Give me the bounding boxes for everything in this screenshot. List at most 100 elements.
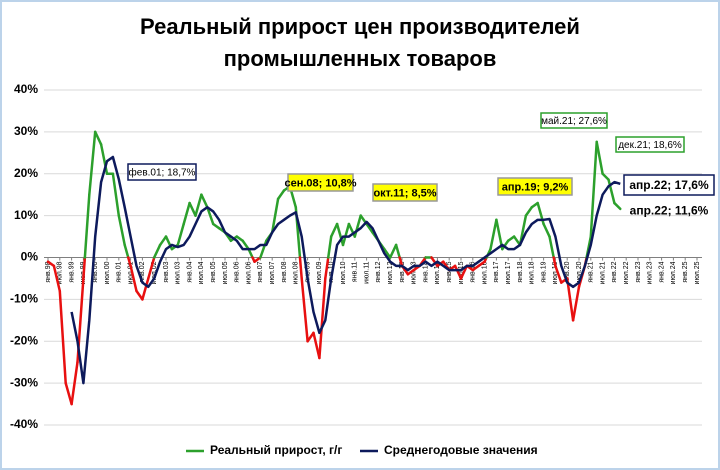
line-segment	[524, 206, 534, 217]
legend-label: Среднегодовые значения	[384, 443, 538, 457]
line-segment	[501, 239, 510, 251]
annotation-box	[540, 112, 608, 129]
x-tick-label: янв.05	[210, 261, 217, 282]
line-segment	[117, 214, 126, 247]
line-segment	[453, 264, 463, 280]
line-segment	[318, 277, 327, 360]
legend-label: Реальный прирост, г/г	[210, 443, 342, 457]
x-tick-label: июл.18	[529, 261, 536, 284]
line-segment	[82, 256, 87, 280]
x-tick-label: июл.03	[175, 261, 182, 284]
line-segment	[126, 256, 132, 268]
annotation: дек.21; 18,6%	[618, 140, 682, 151]
y-tick-label: 10%	[14, 208, 38, 222]
x-tick-label: янв.00	[92, 261, 99, 282]
x-tick-label: янв.20	[564, 261, 571, 282]
line-segment	[123, 243, 130, 259]
x-tick-label: янв.13	[399, 261, 406, 282]
x-tick-label: янв.98	[45, 261, 52, 282]
x-tick-label: янв.21	[588, 261, 595, 282]
x-tick-label: янв.16	[470, 261, 477, 282]
line-segment	[312, 331, 321, 360]
annotation-box	[287, 173, 354, 192]
line-segment	[93, 130, 103, 146]
x-tick-label: янв.14	[422, 261, 429, 282]
chart-title: Реальный прирост цен производителей	[140, 14, 580, 39]
annotation: апр.22; 11,6%	[630, 204, 709, 218]
line-segment	[327, 235, 333, 259]
y-tick-label: -20%	[10, 333, 38, 347]
line-segment	[542, 222, 551, 238]
x-tick-label: янв.99	[68, 261, 75, 282]
x-tick-label: июл.20	[576, 261, 583, 284]
x-tick-label: янв.08	[281, 261, 288, 282]
x-tick-label: янв.17	[493, 261, 500, 282]
line-segment	[70, 360, 79, 406]
annotation-box	[623, 174, 715, 196]
line-segment	[147, 256, 156, 280]
chart-title: промышленных товаров	[224, 46, 497, 71]
line-segment	[158, 235, 168, 247]
x-tick-label: июл.05	[222, 261, 229, 284]
line-segment	[595, 140, 604, 175]
annotation: май.21; 27,6%	[541, 116, 607, 127]
annotation-box	[127, 163, 197, 181]
line-segment	[259, 239, 268, 259]
x-tick-label: июл.00	[104, 261, 111, 284]
y-tick-label: 40%	[14, 82, 38, 96]
line-segment	[200, 193, 209, 209]
line-segment	[141, 277, 150, 301]
annotation: апр.22; 17,6%	[629, 178, 709, 192]
x-tick-label: июл.21	[599, 261, 606, 284]
x-tick-label: июл.16	[481, 261, 488, 284]
line-segment	[571, 285, 581, 322]
x-tick-label: июл.10	[340, 261, 347, 284]
line-segment	[613, 201, 622, 211]
line-segment	[324, 256, 330, 280]
line-segment	[270, 197, 280, 234]
x-tick-label: июл.02	[151, 261, 158, 284]
x-tick-label: июл.12	[387, 261, 394, 284]
line-segment	[247, 247, 254, 259]
line-segment	[341, 222, 351, 247]
x-tick-label: июл.11	[363, 261, 370, 283]
line-segment	[64, 381, 73, 406]
line-segment	[276, 189, 286, 201]
x-tick-label: янв.25	[682, 261, 689, 282]
line-segment	[601, 172, 610, 181]
x-tick-label: янв.07	[257, 261, 264, 282]
line-segment	[58, 289, 67, 385]
x-tick-label: июл.24	[670, 261, 677, 284]
line-segment	[182, 201, 191, 226]
x-tick-label: июл.06	[245, 261, 252, 284]
line-segment	[206, 206, 215, 226]
x-tick-label: янв.02	[139, 261, 146, 282]
x-tick-label: янв.04	[186, 261, 193, 282]
line-segment	[398, 256, 404, 268]
y-tick-label: 20%	[14, 166, 38, 180]
line-segment	[176, 222, 185, 247]
line-segment	[365, 222, 374, 234]
annotation: фев.01; 18,7%	[129, 167, 196, 179]
x-tick-label: июл.04	[198, 261, 205, 284]
annotation: сен.08; 10,8%	[284, 177, 356, 189]
line-segment	[552, 256, 557, 268]
x-tick-label: июл.09	[316, 261, 323, 284]
x-tick-label: янв.03	[163, 261, 170, 282]
annotation-box	[497, 177, 573, 196]
line-segment	[152, 243, 162, 259]
x-tick-label: янв.15	[446, 261, 453, 282]
line-segment	[88, 130, 97, 196]
x-tick-label: янв.24	[658, 261, 665, 282]
line-segment	[129, 264, 138, 293]
line-segment	[589, 140, 598, 238]
line-segment	[554, 264, 563, 284]
x-tick-label: июл.98	[57, 261, 64, 284]
line-segment	[489, 218, 498, 251]
x-tick-label: янв.01	[116, 261, 123, 282]
x-tick-label: янв.06	[234, 261, 241, 282]
y-tick-label: 0%	[21, 250, 39, 264]
x-tick-label: июл.17	[505, 261, 512, 284]
